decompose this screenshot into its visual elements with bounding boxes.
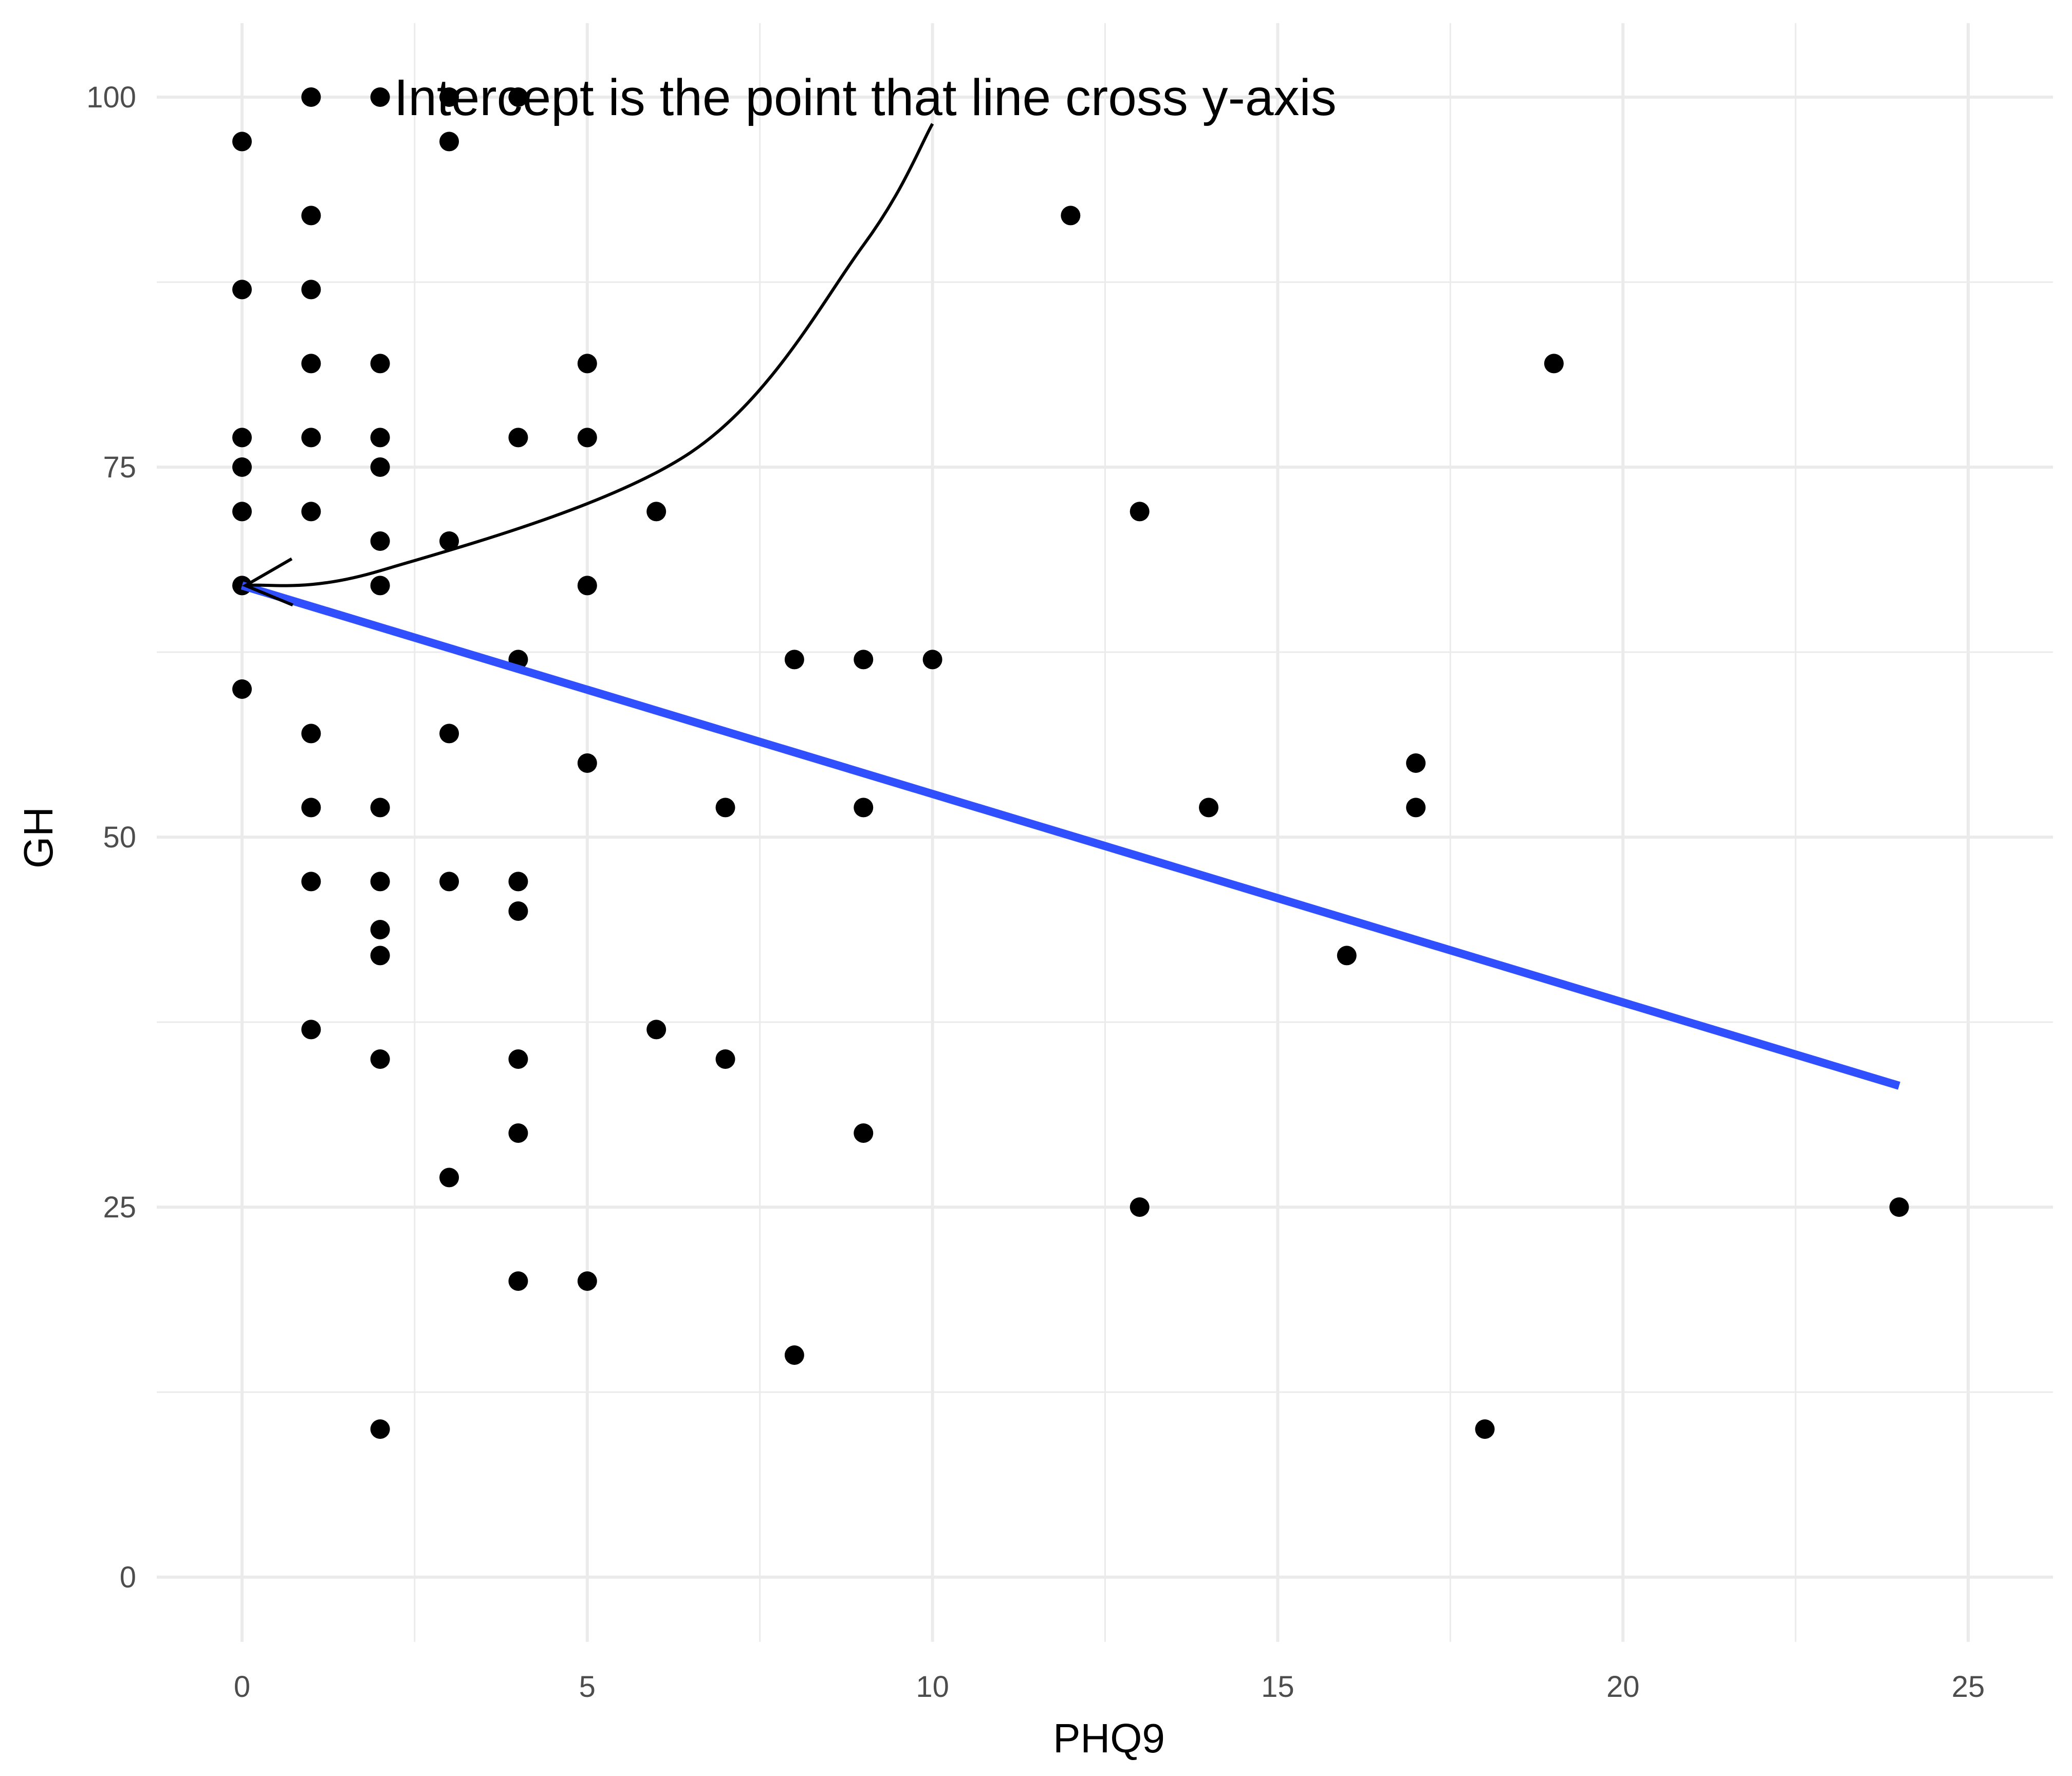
data-point — [370, 872, 390, 892]
data-point — [784, 1345, 804, 1365]
x-tick-label: 25 — [1952, 1670, 1985, 1704]
y-tick-label: 100 — [86, 81, 136, 114]
x-tick-label: 0 — [234, 1670, 250, 1704]
data-point — [439, 872, 459, 892]
data-point — [784, 650, 804, 670]
data-point — [577, 354, 597, 374]
data-point — [232, 502, 252, 522]
y-tick-labels: 0 25 50 75 100 — [86, 81, 136, 1594]
data-point — [922, 650, 942, 670]
data-point — [577, 1271, 597, 1291]
data-point — [301, 428, 321, 448]
data-point — [1199, 798, 1219, 818]
data-point — [854, 650, 874, 670]
data-point — [508, 87, 528, 107]
x-tick-label: 20 — [1606, 1670, 1640, 1704]
data-point — [232, 457, 252, 477]
data-point — [370, 798, 390, 818]
data-point — [1475, 1419, 1495, 1439]
data-point — [854, 798, 874, 818]
data-point — [508, 901, 528, 921]
data-point — [577, 428, 597, 448]
minor-gridlines — [157, 23, 2053, 1642]
y-tick-label: 25 — [103, 1191, 136, 1224]
data-point — [1544, 354, 1564, 374]
data-point — [301, 1020, 321, 1040]
x-axis-title: PHQ9 — [1053, 1715, 1165, 1761]
regression-line — [240, 581, 1900, 1090]
y-tick-label: 50 — [103, 821, 136, 854]
x-tick-labels: 0 5 10 15 20 25 — [234, 1670, 1985, 1704]
major-gridlines — [157, 23, 2053, 1642]
data-point — [232, 132, 252, 152]
data-point — [301, 280, 321, 300]
data-point — [232, 280, 252, 300]
data-point — [646, 1020, 667, 1040]
data-point — [370, 920, 390, 939]
data-point — [232, 428, 252, 448]
y-tick-label: 75 — [103, 451, 136, 484]
data-point — [646, 502, 667, 522]
data-point — [1061, 206, 1081, 226]
data-point — [715, 1049, 735, 1069]
data-point — [577, 753, 597, 773]
data-point — [370, 1049, 390, 1069]
data-point — [301, 872, 321, 892]
data-point — [301, 87, 321, 107]
data-point — [370, 1419, 390, 1439]
data-point — [1130, 1197, 1150, 1217]
data-point — [439, 1168, 459, 1188]
x-tick-label: 10 — [916, 1670, 949, 1704]
data-point — [301, 798, 321, 818]
x-tick-label: 15 — [1261, 1670, 1294, 1704]
data-point — [508, 1123, 528, 1143]
data-point — [577, 576, 597, 596]
data-point — [854, 1123, 874, 1143]
data-point — [439, 132, 459, 152]
data-point — [370, 531, 390, 551]
annotation-text: Intercept is the point that line cross y… — [394, 69, 1337, 126]
data-point — [439, 87, 459, 107]
y-axis-title: GH — [15, 807, 61, 868]
data-point — [508, 1049, 528, 1069]
data-point — [1889, 1197, 1909, 1217]
data-point — [370, 428, 390, 448]
data-point — [439, 724, 459, 744]
data-point — [508, 872, 528, 892]
data-point — [439, 531, 459, 551]
annotation-arrow — [245, 123, 934, 587]
data-point — [715, 798, 735, 818]
data-point — [508, 1271, 528, 1291]
data-point — [1130, 502, 1150, 522]
data-point — [370, 576, 390, 596]
data-point — [1406, 798, 1426, 818]
x-tick-label: 5 — [579, 1670, 596, 1704]
data-point — [301, 724, 321, 744]
data-point — [1406, 753, 1426, 773]
y-tick-label: 0 — [120, 1561, 136, 1594]
data-point — [301, 206, 321, 226]
data-point — [301, 502, 321, 522]
data-point — [232, 679, 252, 699]
data-point — [370, 87, 390, 107]
data-point — [301, 354, 321, 374]
data-point — [508, 428, 528, 448]
data-point — [370, 354, 390, 374]
data-point — [370, 457, 390, 477]
data-point — [1337, 946, 1357, 966]
data-points — [232, 87, 1909, 1439]
data-point — [370, 946, 390, 966]
annotation-arrowhead — [242, 557, 293, 607]
